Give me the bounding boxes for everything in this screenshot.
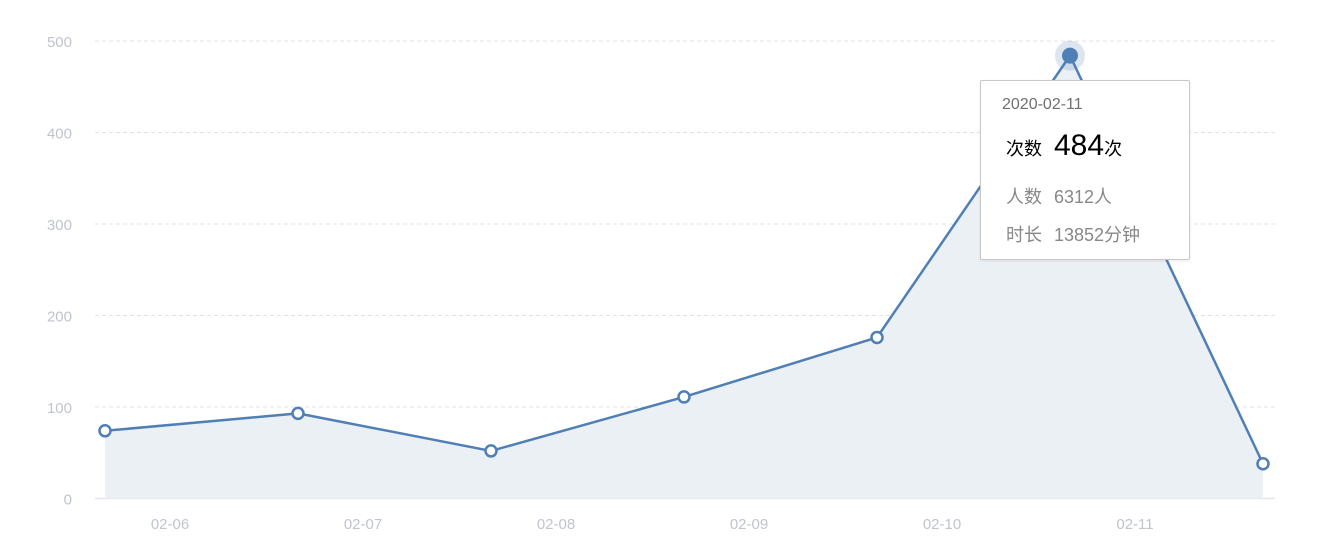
x-tick-label: 02-11 (1116, 516, 1153, 533)
tooltip: 2020-02-11 次数 484次 人数 6312人 时长 13852分钟 (980, 80, 1190, 260)
tooltip-duration: 时长 13852分钟 (1006, 221, 1140, 247)
data-point-active (1062, 47, 1078, 64)
data-point (870, 330, 884, 345)
tooltip-people: 人数 6312人 (1006, 183, 1112, 209)
x-tick-label: 02-07 (344, 516, 382, 533)
x-tick-label: 02-09 (730, 516, 768, 533)
y-tick-label: 300 (47, 217, 72, 234)
y-tick-label: 100 (47, 400, 72, 417)
data-point (1256, 456, 1270, 471)
x-tick-label: 02-10 (923, 516, 961, 533)
tooltip-people-value: 6312人 (1054, 187, 1113, 207)
area-fill (105, 55, 1263, 499)
tooltip-people-label: 人数 (1006, 187, 1042, 207)
tooltip-date: 2020-02-11 (1002, 96, 1083, 113)
y-tick-label: 500 (47, 34, 72, 51)
tooltip-count-label: 次数 (1006, 139, 1042, 159)
data-point (98, 424, 112, 438)
tooltip-duration-label: 时长 (1006, 225, 1042, 245)
x-tick-label: 02-08 (537, 516, 575, 533)
y-tick-label: 0 (64, 492, 72, 509)
data-point (484, 444, 498, 458)
y-tick-label: 400 (47, 126, 72, 143)
tooltip-count: 次数 484次 (1006, 129, 1122, 163)
tooltip-count-unit: 次 (1104, 139, 1123, 159)
x-tick-label: 02-06 (151, 516, 189, 533)
data-point (677, 390, 691, 404)
data-point (291, 406, 305, 421)
tooltip-count-value: 484 (1054, 129, 1105, 162)
y-tick-label: 200 (47, 309, 72, 326)
tooltip-duration-value: 13852分钟 (1054, 225, 1141, 245)
